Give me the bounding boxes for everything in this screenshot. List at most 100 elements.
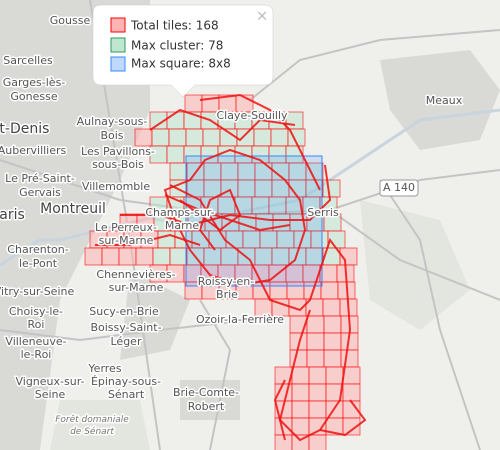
popup: × Total tiles: 168 Max cluster: 78 Max s… — [92, 4, 274, 98]
place-label: Garges-lès- — [3, 76, 66, 89]
place-label: Le Pré-Saint- — [5, 172, 75, 185]
place-label: Gousse — [50, 14, 91, 27]
place-label: le-Roi — [21, 348, 52, 361]
tile — [319, 264, 338, 283]
place-label: Villemomble — [82, 180, 150, 193]
tracks — [95, 93, 367, 442]
tile — [236, 128, 255, 147]
place-label: nt-Denis — [0, 121, 49, 137]
place-label: Gonesse — [10, 90, 57, 103]
place-label: Léger — [111, 335, 142, 348]
road-label: A 140 — [383, 181, 415, 194]
tile — [322, 298, 341, 317]
tile — [270, 128, 289, 147]
place-label: Gervais — [19, 186, 61, 199]
tile — [306, 332, 325, 351]
place-label: Brie-Comte- — [173, 386, 239, 399]
place-label: aris — [0, 207, 25, 223]
place-label: sous-Bois — [92, 158, 144, 171]
place-label: Meaux — [426, 94, 463, 107]
place-label: Vigneux-sur- — [15, 375, 84, 388]
tile — [325, 366, 344, 385]
tile — [185, 128, 204, 147]
place-label: Brie — [216, 288, 238, 301]
place-label: Ozoir-la-Ferrière — [196, 313, 284, 326]
tile — [289, 349, 308, 368]
place-label: Aubervilliers — [0, 144, 67, 157]
tile — [291, 417, 310, 436]
place-label: le-Pont — [19, 257, 58, 270]
place-label: de Sénart — [70, 426, 114, 437]
tile — [291, 400, 310, 419]
tile — [322, 179, 341, 198]
tile — [274, 383, 293, 402]
tile — [323, 315, 342, 334]
place-label: Robert — [188, 400, 225, 413]
place-label: Aulnay-sous- — [77, 115, 148, 128]
tile — [291, 366, 310, 385]
tile — [101, 247, 120, 266]
place-label: sur-Marne — [109, 281, 164, 294]
place-label: Choisy-le- — [9, 305, 63, 318]
place-label: Champs-sur- — [145, 206, 214, 219]
tile — [253, 128, 272, 147]
place-label: Bois — [100, 129, 123, 142]
tile — [308, 383, 327, 402]
tile — [152, 247, 171, 266]
tile — [84, 247, 103, 266]
tile — [342, 383, 361, 402]
tile — [285, 111, 304, 130]
place-label: Roissy-en- — [198, 275, 254, 288]
tile — [306, 349, 325, 368]
tile — [342, 366, 361, 385]
place-label: Montreuil — [40, 201, 106, 217]
place-label: Épinay-sous- — [91, 375, 161, 388]
tile — [308, 434, 327, 450]
tile — [342, 417, 361, 436]
place-label: Villeneuve- — [5, 335, 66, 348]
tile — [323, 349, 342, 368]
place-label: Forêt domaniale — [55, 414, 129, 425]
legend-label: Max cluster: 78 — [131, 39, 223, 53]
place-label: Vitry-sur-Seine — [0, 285, 74, 298]
popup-box — [92, 4, 274, 98]
place-label: Le Perreux- — [95, 221, 157, 234]
tile — [168, 128, 187, 147]
tile — [202, 128, 221, 147]
place-label: Boissy-Saint- — [90, 321, 161, 334]
place-labels: Gousse Sarcelles Garges-lès- Gonesse nt-… — [0, 13, 464, 439]
place-label: sur-Marne — [99, 234, 154, 247]
place-label: Charenton- — [7, 243, 68, 256]
place-label: Sucy-en-Brie — [89, 305, 159, 318]
tile — [308, 400, 327, 419]
place-label: Roi — [28, 318, 45, 331]
tile — [320, 281, 339, 300]
place-label: Claye-Souilly — [216, 109, 288, 122]
legend-swatch — [110, 17, 126, 33]
legend-label: Total tiles: 168 — [130, 19, 219, 33]
tile — [323, 332, 342, 351]
close-button[interactable]: × — [256, 7, 269, 25]
road-shield — [379, 179, 419, 197]
legend-swatch — [110, 37, 126, 53]
place-label: Marne — [165, 219, 200, 232]
tile — [169, 247, 188, 266]
tile — [134, 128, 153, 147]
legend-swatch — [110, 56, 126, 72]
place-label: Seine — [35, 388, 66, 401]
place-label: Yerres — [87, 362, 121, 375]
tile — [135, 247, 154, 266]
place-label: Sénart — [108, 388, 145, 401]
tile — [291, 383, 310, 402]
tile — [157, 230, 176, 249]
tile — [340, 349, 359, 368]
tile — [308, 366, 327, 385]
tile — [169, 162, 188, 181]
place-label: Chennevières- — [96, 268, 175, 281]
place-label: Serris — [307, 206, 339, 219]
place-label: Les Pavillons- — [81, 145, 155, 158]
tile — [166, 111, 185, 130]
legend-label: Max square: 8x8 — [131, 57, 231, 71]
